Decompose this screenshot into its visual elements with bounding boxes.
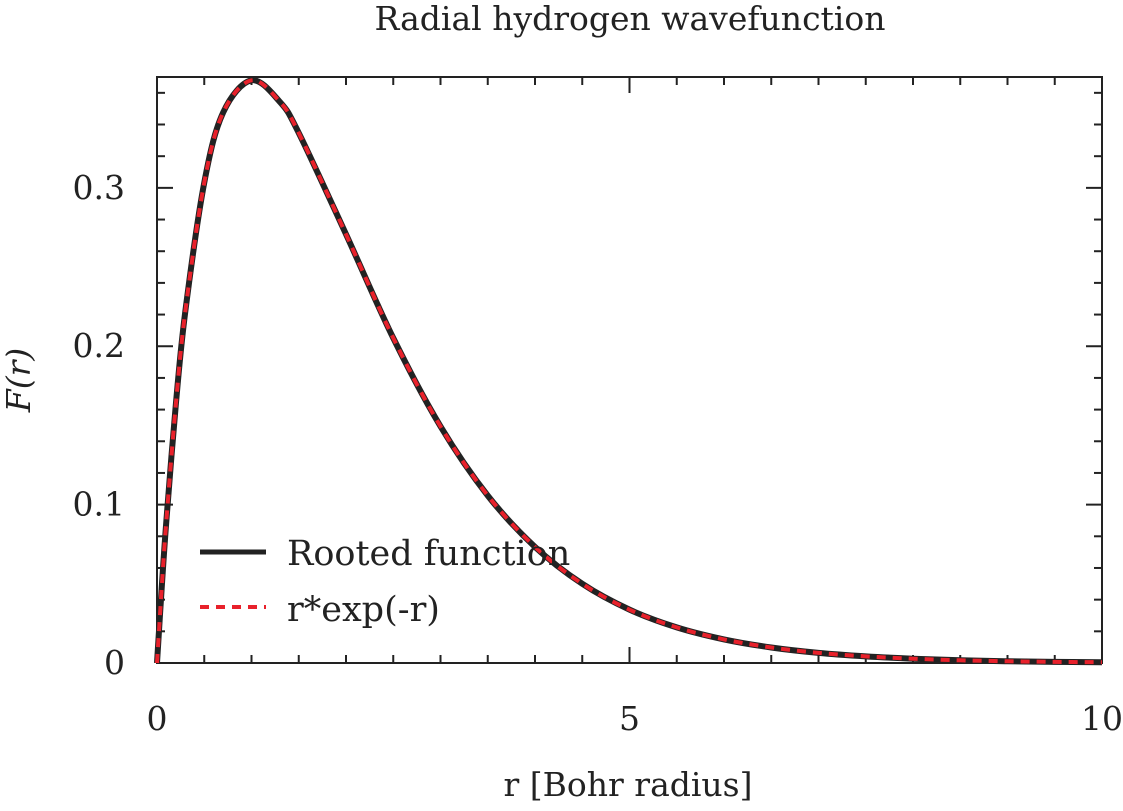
- x-tick-labels: 0 5 10: [147, 699, 1123, 738]
- chart-title: Radial hydrogen wavefunction: [375, 0, 886, 38]
- x-tick-label: 5: [619, 699, 640, 738]
- y-tick-labels: 0 0.1 0.2 0.3: [73, 168, 125, 682]
- x-tick-label: 10: [1081, 699, 1123, 738]
- y-tick-label: 0.2: [73, 326, 125, 365]
- x-tick-label: 0: [147, 699, 168, 738]
- series-layer: [154, 77, 1103, 666]
- y-axis-label: F(r): [0, 348, 38, 413]
- y-tick-label: 0.3: [73, 168, 125, 207]
- legend-label-r-exp: r*exp(-r): [287, 590, 440, 630]
- y-tick-label: 0: [104, 643, 125, 682]
- x-axis-label: r [Bohr radius]: [504, 765, 753, 804]
- y-tick-label: 0.1: [73, 485, 125, 524]
- plot-frame: [156, 76, 1103, 664]
- series-line-rooted-function: [154, 77, 1103, 666]
- legend: Rooted function r*exp(-r): [200, 534, 570, 630]
- series-line-r-exp: [155, 78, 1103, 665]
- major-ticks: [156, 77, 1103, 664]
- legend-label-rooted-function: Rooted function: [287, 534, 570, 574]
- minor-ticks: [157, 77, 1102, 663]
